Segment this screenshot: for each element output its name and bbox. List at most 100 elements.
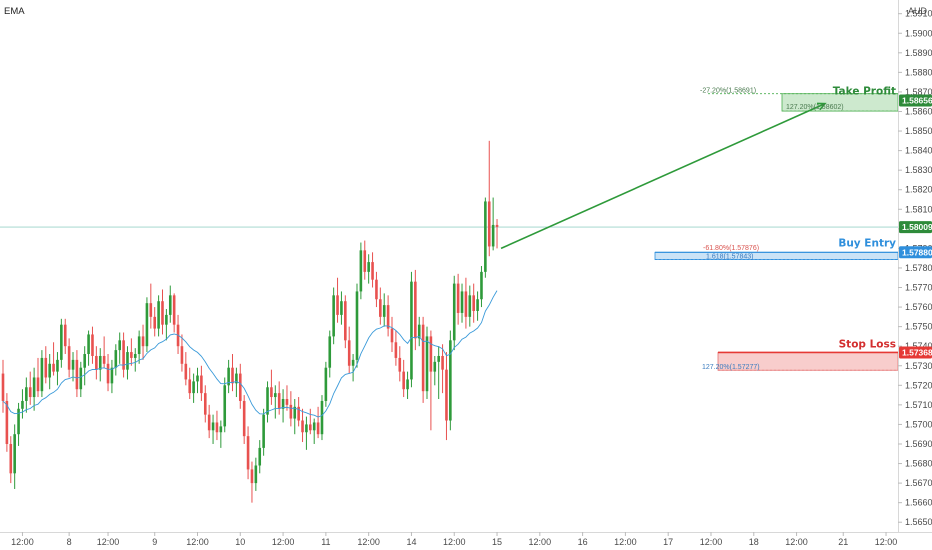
candle-body	[223, 385, 227, 427]
candle-body	[410, 281, 413, 380]
candle-body	[149, 303, 153, 317]
candle-body	[133, 354, 137, 358]
candle-body	[336, 295, 339, 315]
candle-body	[52, 363, 55, 372]
candle-body	[207, 414, 211, 431]
candle-body	[25, 387, 28, 401]
candle-body	[254, 465, 258, 484]
candle-body	[165, 314, 168, 325]
candle-body	[406, 379, 409, 390]
candle-body	[28, 387, 32, 398]
candle-body	[180, 346, 184, 364]
candle-body	[495, 224, 499, 227]
x-tick-label: 17	[663, 537, 673, 547]
x-tick-label: 12:00	[875, 537, 898, 547]
candle-body	[238, 373, 242, 401]
price-tag-box	[899, 221, 932, 234]
candle-body	[219, 426, 223, 433]
indicator-label: EMA	[4, 6, 25, 17]
target-arrow-head	[816, 102, 827, 111]
candle-body	[235, 373, 238, 384]
y-tick-label: 1.59000	[905, 28, 932, 38]
y-tick-label: 1.56900	[905, 439, 932, 449]
sl-fib-note: 127.20%(1.57277)	[702, 364, 760, 371]
x-tick-label: 12:00	[614, 537, 637, 547]
y-tick-label: 1.58700	[905, 87, 932, 97]
candle-body	[141, 336, 145, 347]
candle-body	[414, 281, 417, 339]
x-tick-label: 10	[235, 537, 245, 547]
candle-body	[417, 324, 421, 339]
candle-body	[491, 224, 495, 247]
price-tag-box	[899, 246, 932, 259]
candle-body	[367, 262, 370, 272]
candle-body	[347, 340, 351, 366]
price-tag-label: 1.58009	[902, 222, 932, 232]
candle-body	[215, 422, 219, 433]
candle-body	[429, 336, 433, 372]
y-tick-label: 1.58400	[905, 146, 932, 156]
candle-body	[246, 436, 250, 470]
y-tick-label: 1.56600	[905, 498, 932, 508]
candle-body	[386, 305, 390, 329]
price-tag-label: 1.58656	[902, 96, 932, 106]
candle-body	[67, 346, 71, 370]
buy-entry-zone	[654, 251, 899, 260]
y-tick-label: 1.56700	[905, 478, 932, 488]
y-tick-label: 1.56800	[905, 459, 932, 469]
candle-body	[106, 363, 110, 384]
x-tick-label: 18	[749, 537, 759, 547]
candle-body	[266, 387, 269, 415]
price-tag-label: 1.57880	[902, 247, 932, 257]
candle-body	[452, 283, 456, 341]
candle-body	[242, 400, 246, 437]
candle-body	[122, 340, 125, 370]
candle-body	[231, 367, 234, 384]
target-arrow	[500, 102, 826, 250]
candle-body	[168, 295, 172, 315]
candle-body	[126, 352, 129, 370]
currency-label[interactable]: AUD	[908, 6, 928, 16]
candle-body	[344, 301, 347, 341]
y-tick-label: 1.58500	[905, 126, 932, 136]
x-tick-label: 12:00	[186, 537, 209, 547]
candle-body	[480, 271, 483, 300]
candle-body	[320, 400, 324, 435]
candle-body	[476, 299, 479, 311]
candle-body	[351, 359, 355, 366]
price-tag-box	[899, 346, 932, 359]
candle-body	[188, 379, 192, 394]
candle-body	[437, 355, 440, 362]
candle-body	[91, 334, 94, 356]
candle-body	[145, 303, 149, 347]
y-tick-label: 1.58800	[905, 67, 932, 77]
candle-body	[464, 291, 468, 317]
candle-body	[460, 291, 464, 313]
candle-body	[277, 393, 281, 409]
candle-body	[297, 406, 300, 421]
candle-body	[289, 404, 293, 419]
candle-body	[456, 283, 460, 313]
y-tick-label: 1.59100	[905, 9, 932, 19]
candle-body	[9, 443, 13, 474]
candle-body	[157, 301, 160, 329]
candle-body	[398, 357, 402, 372]
x-tick-label: 14	[406, 537, 416, 547]
candle-body	[40, 357, 44, 392]
candle-body	[472, 295, 475, 311]
y-tick-label: 1.58200	[905, 185, 932, 195]
candle-body	[394, 342, 398, 358]
candle-body	[110, 367, 114, 384]
y-tick-label: 1.57500	[905, 322, 932, 332]
x-tick-label: 12:00	[700, 537, 723, 547]
candle-body	[293, 406, 297, 419]
candle-body	[227, 367, 230, 386]
x-tick-label: 11	[321, 537, 330, 547]
candle-body	[200, 375, 203, 394]
candle-body	[184, 363, 188, 380]
y-tick-label: 1.58900	[905, 48, 932, 58]
candle-body	[274, 393, 277, 398]
candle-body	[60, 324, 63, 360]
candle-body	[262, 414, 265, 448]
